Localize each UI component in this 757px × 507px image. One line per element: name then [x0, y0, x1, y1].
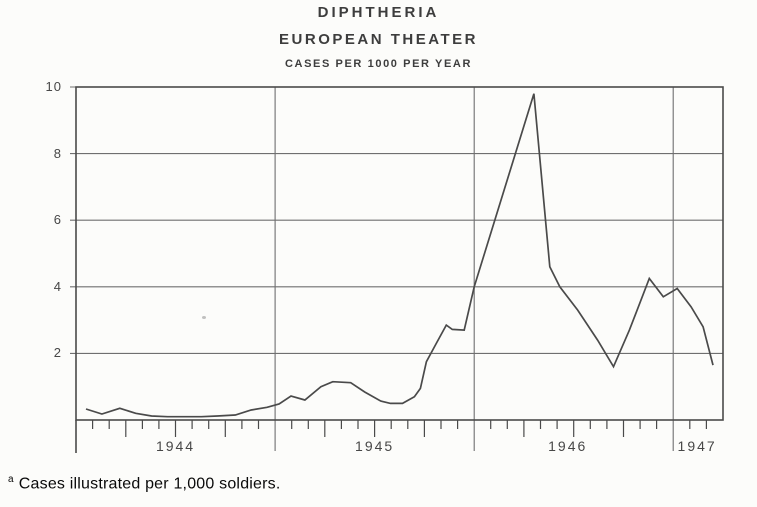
chart-title: DIPHTHERIA	[317, 4, 440, 21]
footnote-marker: a	[8, 474, 14, 485]
x-axis-label-1944: 1944	[155, 438, 196, 454]
scan-speck	[202, 316, 206, 319]
chart-units-caption: CASES PER 1000 PER YEAR	[285, 58, 472, 70]
y-axis-label-2: 2	[53, 345, 62, 361]
plot-border	[75, 86, 724, 421]
x-axis-label-1945: 1945	[355, 438, 395, 454]
footnote-text: Cases illustrated per 1,000 soldiers.	[18, 475, 281, 493]
y-axis-label-4: 4	[53, 278, 62, 294]
y-axis-label-6: 6	[53, 212, 62, 228]
footnote: a Cases illustrated per 1,000 soldiers.	[8, 474, 281, 493]
y-axis-label-8: 8	[53, 145, 62, 161]
y-axis-label-10: 10	[45, 79, 62, 94]
x-axis-label-1947: 1947	[677, 438, 717, 454]
x-axis-label-1946: 1946	[548, 438, 588, 454]
data-line-diphtheria	[85, 93, 714, 418]
chart-subtitle: EUROPEAN THEATER	[279, 31, 478, 48]
